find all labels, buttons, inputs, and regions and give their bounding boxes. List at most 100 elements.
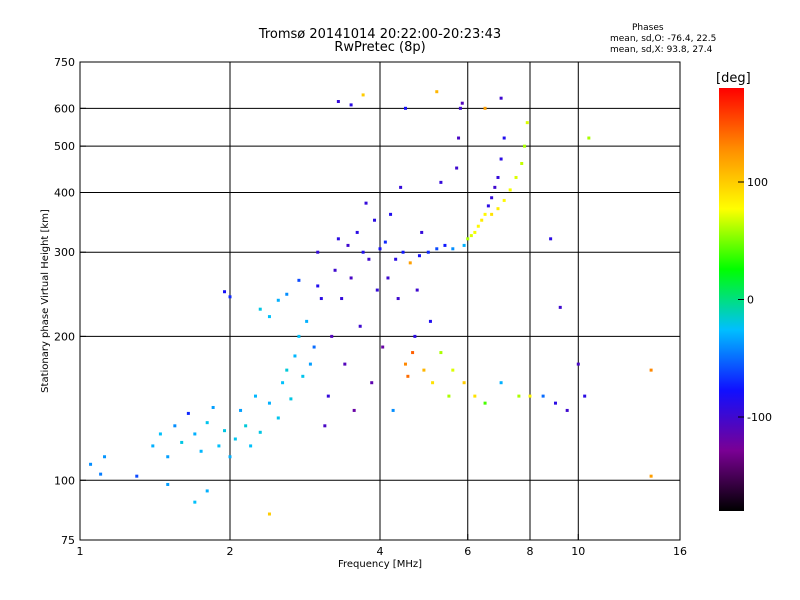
data-point — [228, 455, 232, 459]
data-point — [228, 295, 232, 299]
y-tick-label: 750 — [54, 56, 75, 69]
data-point — [158, 432, 162, 436]
colorbar-tick-label: 0 — [747, 294, 754, 307]
data-point — [297, 278, 301, 282]
x-tick-label: 4 — [377, 545, 384, 558]
data-point — [523, 144, 527, 148]
data-point — [244, 424, 248, 428]
x-tick-label: 16 — [673, 545, 687, 558]
phase-stats-heading: Phases — [632, 23, 664, 33]
data-point — [514, 175, 518, 179]
data-point — [193, 432, 197, 436]
data-point — [455, 166, 459, 170]
data-point — [473, 394, 477, 398]
data-point — [383, 240, 387, 244]
chart-subtitle: RwPretec (8p) — [334, 40, 426, 55]
phase-stats-x-mode: mean, sd,X: 93.8, 27.4 — [610, 45, 713, 55]
data-point — [323, 424, 327, 428]
data-point — [378, 247, 382, 251]
data-point — [223, 429, 227, 433]
data-point — [403, 362, 407, 366]
data-point — [355, 230, 359, 234]
axis-ticks: 1 2 4 6 8 10 16 75 100 200 300 400 500 600 750 — [54, 56, 687, 558]
data-point — [649, 474, 653, 478]
data-point — [401, 250, 405, 254]
data-point — [649, 368, 653, 372]
data-point — [508, 188, 512, 192]
data-point — [499, 157, 503, 161]
data-point — [352, 408, 356, 412]
data-point — [349, 276, 353, 280]
data-point — [528, 394, 532, 398]
phase-stats-o-mode: mean, sd,O: -76.4, 22.5 — [610, 34, 717, 44]
y-tick-label: 300 — [54, 246, 75, 259]
data-point — [276, 416, 280, 420]
y-tick-label: 200 — [54, 330, 75, 343]
data-point — [285, 292, 289, 296]
y-tick-label: 600 — [54, 102, 75, 115]
data-point — [576, 362, 580, 366]
data-point — [316, 284, 320, 288]
y-tick-label: 100 — [54, 474, 75, 487]
data-point — [316, 250, 320, 254]
data-point — [211, 405, 215, 409]
data-point — [358, 324, 362, 328]
x-tick-label: 6 — [464, 545, 471, 558]
data-point — [375, 288, 379, 292]
data-point — [451, 368, 455, 372]
colorbar-unit-label: [deg] — [716, 71, 751, 86]
data-point — [151, 444, 155, 448]
y-tick-label: 400 — [54, 186, 75, 199]
data-point — [267, 315, 271, 319]
data-point — [217, 444, 221, 448]
data-point — [253, 394, 257, 398]
data-point — [420, 230, 424, 234]
data-point — [381, 345, 385, 349]
data-point — [439, 351, 443, 355]
data-point — [517, 394, 521, 398]
data-point — [583, 394, 587, 398]
data-point — [460, 101, 464, 105]
data-point — [285, 368, 289, 372]
data-point — [370, 381, 374, 385]
data-point — [428, 319, 432, 323]
data-point — [520, 161, 524, 165]
data-point — [349, 103, 353, 107]
data-point — [389, 212, 393, 216]
data-point — [458, 106, 462, 110]
data-point — [258, 307, 262, 311]
data-point — [166, 455, 170, 459]
data-point — [496, 207, 500, 211]
data-point — [411, 351, 415, 355]
data-point — [233, 437, 237, 441]
data-point — [406, 374, 410, 378]
data-point — [135, 474, 139, 478]
gridlines — [80, 62, 680, 540]
data-point — [447, 394, 451, 398]
data-point — [439, 180, 443, 184]
x-tick-label: 8 — [527, 545, 534, 558]
data-point — [399, 185, 403, 189]
data-point — [415, 288, 419, 292]
data-point — [394, 257, 398, 261]
data-point — [361, 250, 365, 254]
data-point — [435, 90, 439, 94]
colorbar-ticks: 100 0 -100 — [738, 176, 772, 424]
data-point — [239, 408, 243, 412]
data-point — [549, 237, 553, 241]
data-point — [223, 290, 227, 294]
data-point — [422, 368, 426, 372]
data-point — [361, 93, 365, 97]
data-point — [391, 408, 395, 412]
data-point — [267, 512, 271, 516]
data-point — [490, 196, 494, 200]
data-point — [435, 247, 439, 251]
data-point — [525, 121, 529, 125]
data-point — [276, 298, 280, 302]
data-point — [186, 411, 190, 415]
data-point — [396, 297, 400, 301]
colorbar-tick-label: -100 — [747, 411, 772, 424]
data-point — [336, 100, 340, 104]
data-point — [466, 237, 470, 241]
